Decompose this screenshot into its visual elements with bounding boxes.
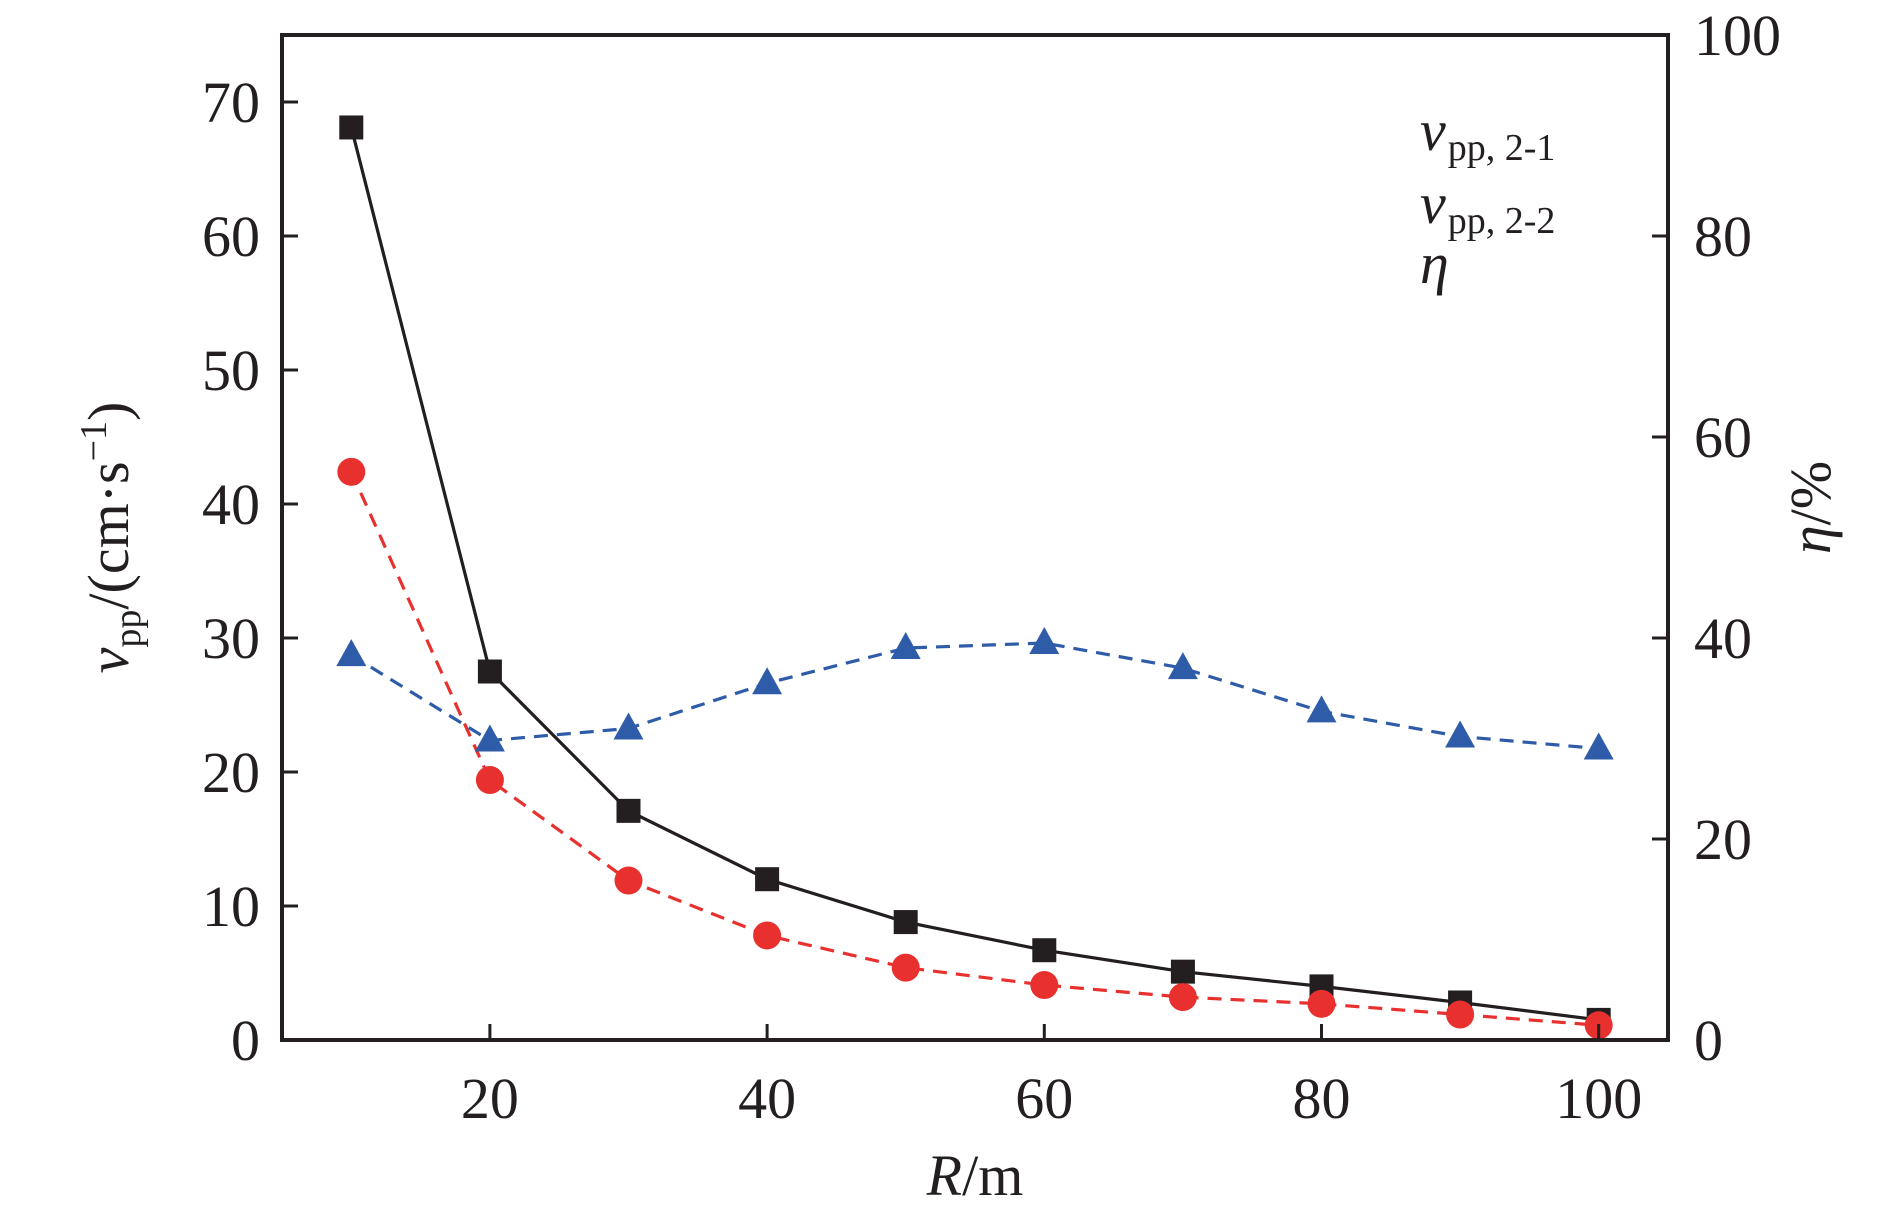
y-axis-left-title: vpp/(cm·s−1) bbox=[73, 402, 149, 674]
y-right-tick-label: 100 bbox=[1694, 3, 1781, 68]
y-left-tick-label: 40 bbox=[202, 472, 260, 537]
data-point bbox=[890, 632, 921, 660]
plot-frame bbox=[280, 33, 1670, 1042]
legend-var: v bbox=[1420, 171, 1446, 236]
y-right-tick-label: 20 bbox=[1694, 807, 1752, 872]
data-point bbox=[893, 910, 918, 935]
y-right-var: η bbox=[1778, 525, 1843, 554]
data-point bbox=[616, 798, 641, 823]
data-point bbox=[1167, 652, 1198, 680]
data-point bbox=[614, 866, 643, 895]
y-left-close: ) bbox=[76, 402, 141, 421]
data-point bbox=[336, 639, 367, 667]
data-point bbox=[752, 667, 783, 695]
data-point bbox=[339, 115, 364, 140]
data-point bbox=[1307, 989, 1336, 1018]
y-left-var: v bbox=[76, 647, 141, 673]
data-point bbox=[1170, 959, 1195, 984]
legend-entry: vpp, 2-1 bbox=[1420, 98, 1555, 169]
y-left-unit: /(cm·s bbox=[76, 461, 141, 609]
x-tick-label: 80 bbox=[1293, 1066, 1351, 1131]
x-tick-label: 100 bbox=[1555, 1066, 1642, 1131]
data-point bbox=[1306, 695, 1337, 723]
data-point bbox=[1445, 720, 1476, 748]
data-point bbox=[1446, 1000, 1475, 1029]
y-left-tick-label: 20 bbox=[202, 740, 260, 805]
data-point bbox=[1168, 983, 1197, 1012]
series-line bbox=[349, 471, 1599, 1027]
y-left-sub: pp bbox=[107, 610, 149, 648]
data-point bbox=[477, 659, 502, 684]
series-line bbox=[349, 127, 1599, 1022]
y-left-tick-label: 30 bbox=[202, 606, 260, 671]
legend-sub: pp, 2-1 bbox=[1448, 127, 1556, 169]
y-left-tick-label: 60 bbox=[202, 204, 260, 269]
legend-entry: vpp, 2-2 bbox=[1420, 171, 1555, 242]
x-tick-label: 40 bbox=[738, 1066, 796, 1131]
ticks-layer: 20 40 60 80 100 0 10 20 30 40 50 60 70 0 20 40 60 80 100 bbox=[202, 3, 1781, 1131]
data-point bbox=[1030, 971, 1059, 1000]
data-point bbox=[1029, 627, 1060, 655]
legend-entry: η bbox=[1420, 231, 1449, 296]
legend-var: v bbox=[1420, 98, 1446, 163]
data-point bbox=[755, 867, 780, 892]
x-tick-label: 20 bbox=[461, 1066, 519, 1131]
y-right-tick-label: 0 bbox=[1694, 1008, 1723, 1073]
y-left-tick-label: 0 bbox=[231, 1008, 260, 1073]
y-right-tick-label: 60 bbox=[1694, 405, 1752, 470]
y-right-unit: /% bbox=[1778, 461, 1843, 525]
x-axis-unit: /m bbox=[962, 1143, 1023, 1208]
series-layer bbox=[336, 115, 1614, 1040]
data-point bbox=[475, 766, 504, 795]
data-point bbox=[474, 724, 505, 752]
data-point bbox=[753, 921, 782, 950]
y-right-tick-label: 80 bbox=[1694, 204, 1752, 269]
data-point bbox=[1583, 732, 1614, 760]
data-point bbox=[1032, 938, 1057, 963]
y-left-tick-label: 10 bbox=[202, 874, 260, 939]
series-line bbox=[350, 641, 1599, 751]
data-point bbox=[337, 457, 366, 486]
x-tick-label: 60 bbox=[1015, 1066, 1073, 1131]
y-axis-right-title: η/% bbox=[1778, 461, 1843, 554]
y-right-tick-label: 40 bbox=[1694, 606, 1752, 671]
y-left-tick-label: 50 bbox=[202, 338, 260, 403]
x-axis-title: R/m bbox=[926, 1143, 1024, 1208]
data-point bbox=[891, 953, 920, 982]
legend-var: η bbox=[1420, 231, 1449, 296]
x-axis-var: R bbox=[926, 1143, 962, 1208]
series-3 bbox=[336, 627, 1614, 760]
legend-sub: pp, 2-2 bbox=[1448, 200, 1556, 242]
y-left-tick-label: 70 bbox=[202, 70, 260, 135]
y-left-sup: −1 bbox=[73, 421, 115, 461]
data-point bbox=[613, 712, 644, 740]
series-2 bbox=[337, 457, 1613, 1040]
